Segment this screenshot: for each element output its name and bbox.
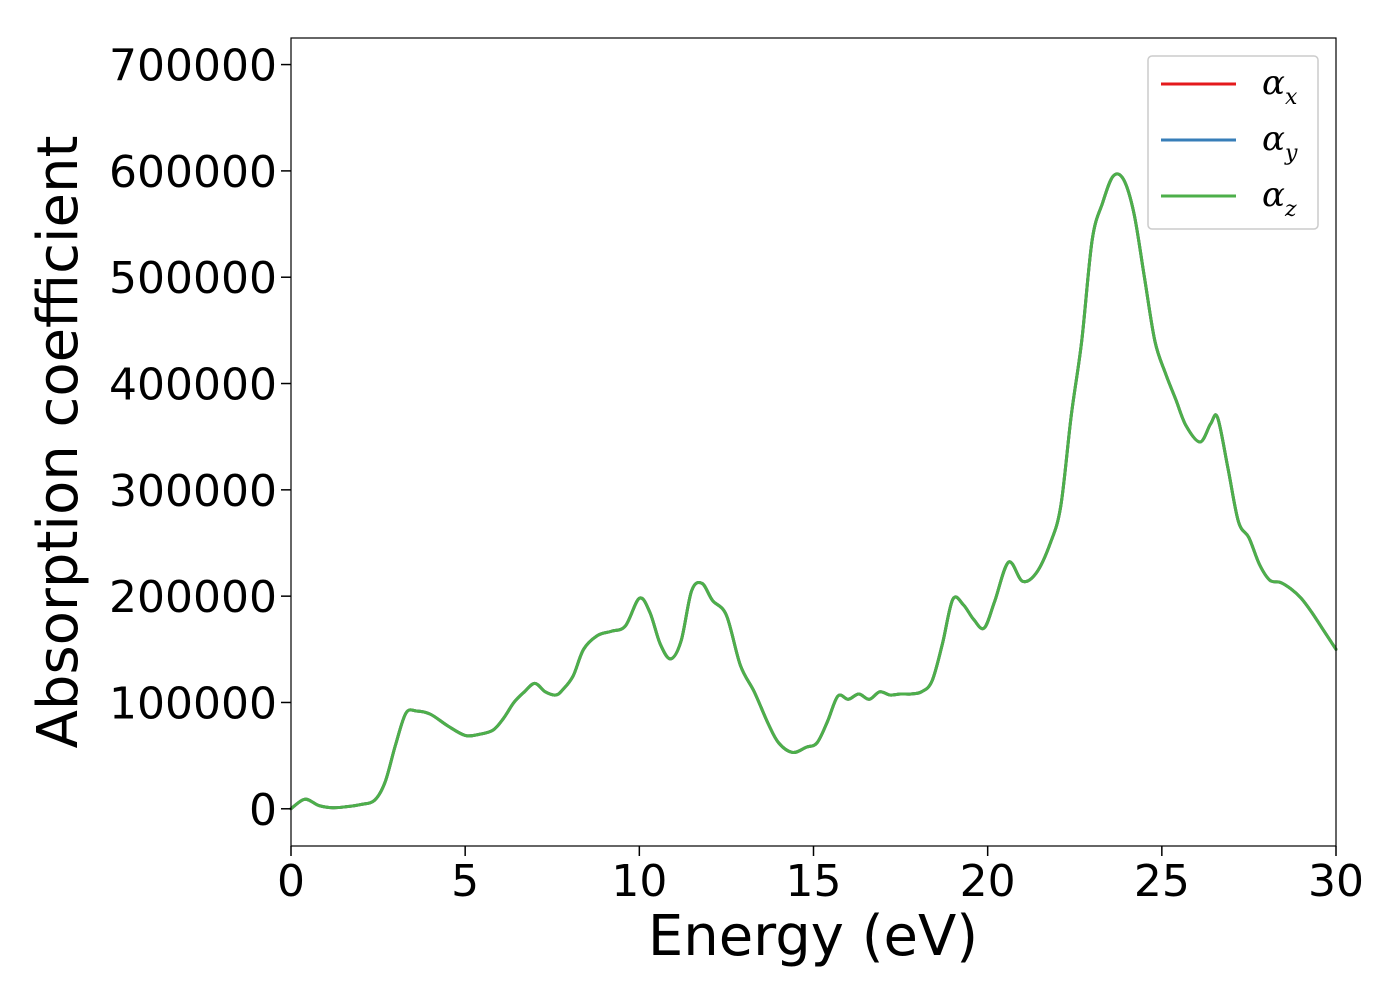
x-tick-label: 30 [1308, 856, 1364, 907]
y-tick-label: 200000 [109, 572, 277, 623]
y-tick-label: 600000 [109, 147, 277, 198]
series-line-x [289, 172, 1338, 811]
x-tick-label: 25 [1134, 856, 1190, 907]
y-tick-label: 500000 [109, 253, 277, 304]
legend-label-x: αx [1262, 63, 1298, 110]
x-tick-label: 15 [786, 856, 842, 907]
x-tick-label: 5 [451, 856, 479, 907]
legend-subscript: x [1285, 85, 1298, 110]
y-axis-ticks: 0 100000 200000 300000 400000 500000 600000 700… [109, 41, 291, 836]
legend-box [1147, 55, 1319, 230]
y-tick-label: 300000 [109, 466, 277, 517]
y-tick-label: 700000 [109, 41, 277, 92]
legend-subscript: y [1284, 141, 1298, 166]
x-axis-ticks: 0 5 10 15 20 25 30 [277, 846, 1364, 907]
y-axis-title: Absorption coefficient [26, 136, 91, 749]
x-axis-title: Energy (eV) [648, 904, 978, 969]
legend-subscript: z [1284, 197, 1297, 222]
series-line-z [289, 172, 1338, 811]
x-tick-label: 0 [277, 856, 305, 907]
y-tick-label: 400000 [109, 360, 277, 411]
y-tick-label: 0 [249, 785, 277, 836]
x-tick-label: 10 [611, 856, 667, 907]
series-line-y [289, 172, 1338, 811]
y-tick-label: 100000 [109, 678, 277, 729]
legend-label-y: αy [1262, 119, 1298, 166]
x-tick-label: 20 [960, 856, 1016, 907]
series-layer [289, 172, 1338, 811]
